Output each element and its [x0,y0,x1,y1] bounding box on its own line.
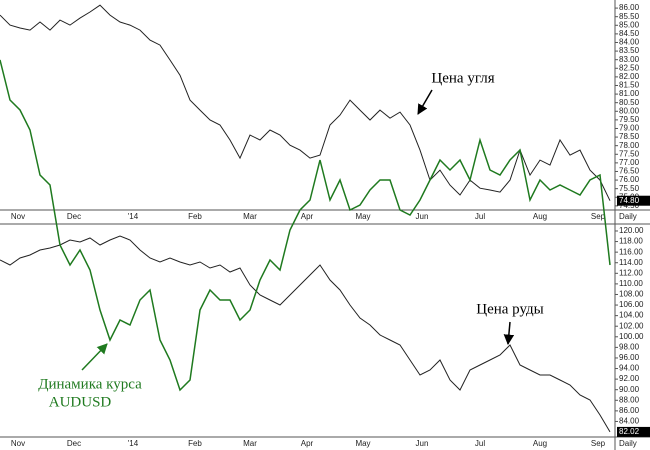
x-tick-label: Jun [416,212,429,221]
series-line [0,59,611,392]
x-tick-label: Feb [188,439,202,448]
y-tick-label: 85.50 [619,12,640,21]
x-tick-label: Aug [533,439,547,448]
arrow [417,89,433,115]
y-tick-label: 114.00 [619,258,643,267]
y-tick-label: 110.00 [619,279,643,288]
y-tick-label: 76.00 [619,175,640,184]
y-tick-label: 81.50 [619,81,640,90]
y-tick-label: 88.00 [619,395,640,404]
y-tick-label: 104.00 [619,311,644,320]
y-tick-label: 83.00 [619,55,640,64]
y-tick-label: 84.00 [619,38,640,47]
x-tick-label: Jul [475,439,485,448]
x-tick-label: '14 [128,439,139,448]
y-tick-label: 78.50 [619,132,640,141]
y-tick-label: 112.00 [619,268,643,277]
y-tick-label: 83.50 [619,46,640,55]
x-tick-label: Mar [243,212,257,221]
y-tick-label: 77.00 [619,158,640,167]
annotation: Динамика курса [38,376,142,392]
x-tick-label: Jun [416,439,429,448]
x-tick-label: '14 [128,212,139,221]
x-tick-label: Dec [67,439,81,448]
x-tick-label: May [355,212,370,221]
x-tick-label: Apr [301,439,314,448]
y-tick-label: 76.50 [619,167,640,176]
y-tick-label: 92.00 [619,374,640,383]
y-tick-label: 75.50 [619,184,640,193]
y-tick-label: 106.00 [619,300,644,309]
y-tick-label: 79.00 [619,124,640,133]
y-tick-label: 100.00 [619,332,644,341]
y-tick-label: 108.00 [619,290,644,299]
x-tick-label: Apr [301,212,314,221]
annotation: AUDUSD [49,394,112,410]
y-tick-label: 82.50 [619,63,640,72]
x-axis-label: Daily [619,212,637,221]
x-tick-label: Sep [591,212,606,221]
last-value-label: 82.02 [619,427,640,436]
y-tick-label: 118.00 [619,237,643,246]
y-tick-label: 98.00 [619,342,640,351]
x-tick-label: Dec [67,212,81,221]
y-tick-label: 80.50 [619,98,640,107]
last-value-box [617,426,650,437]
y-tick-label: 102.00 [619,321,644,330]
x-axis-label: Daily [619,439,637,448]
arrow [503,321,515,346]
y-tick-label: 86.00 [619,3,640,12]
last-value-box [617,195,650,206]
y-tick-label: 90.00 [619,385,640,394]
x-tick-label: Nov [11,439,25,448]
y-tick-label: 77.50 [619,149,640,158]
y-tick-label: 86.00 [619,406,640,415]
y-tick-label: 120.00 [619,226,644,235]
last-value-label: 74.80 [619,196,640,205]
annotation: Цена угля [431,70,494,86]
x-tick-label: Feb [188,212,202,221]
x-tick-label: Nov [11,212,25,221]
y-tick-label: 80.00 [619,106,640,115]
x-tick-label: Mar [243,439,257,448]
x-tick-label: Aug [533,212,547,221]
y-tick-label: 84.50 [619,29,640,38]
arrow [81,343,108,371]
x-tick-label: May [355,439,370,448]
y-tick-label: 84.00 [619,417,640,426]
y-tick-label: 96.00 [619,353,640,362]
series-line [0,235,611,433]
y-tick-label: 116.00 [619,247,643,256]
x-tick-label: Jul [475,212,485,221]
y-tick-label: 81.00 [619,89,640,98]
y-tick-label: 85.00 [619,20,640,29]
y-tick-label: 79.50 [619,115,640,124]
y-tick-label: 94.00 [619,364,640,373]
annotation: Цена руды [476,301,544,317]
series-line [0,4,611,201]
y-tick-label: 82.00 [619,72,640,81]
x-tick-label: Sep [591,439,606,448]
y-tick-label: 78.00 [619,141,640,150]
